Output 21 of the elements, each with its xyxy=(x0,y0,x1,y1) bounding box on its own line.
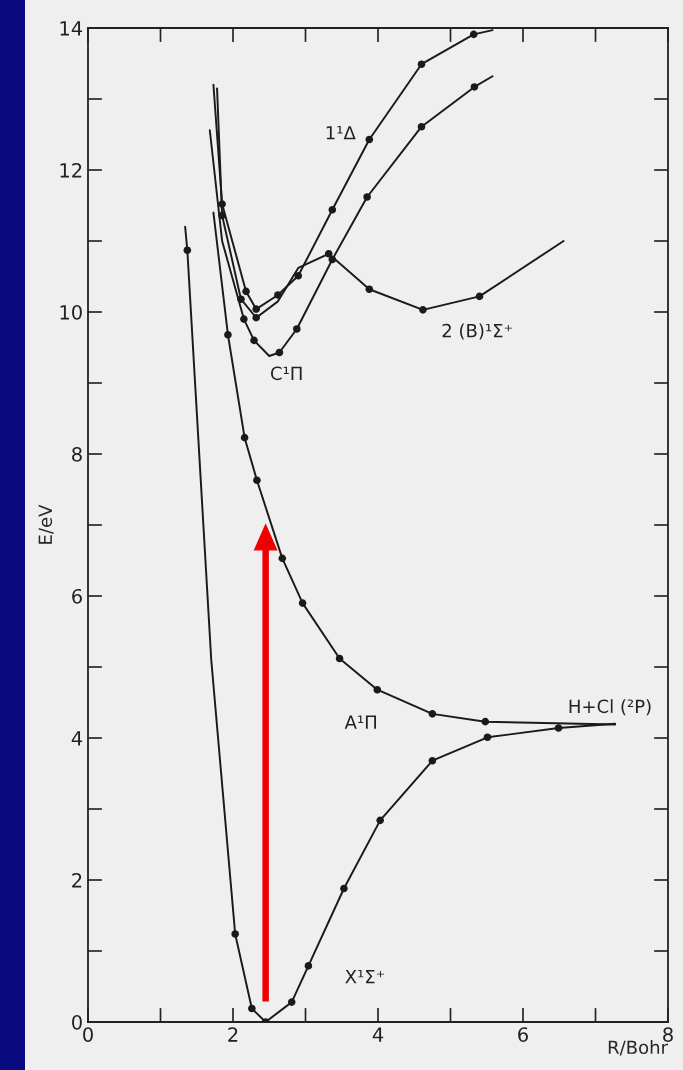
y-tick-label: 12 xyxy=(60,162,82,178)
y-tick-label: 8 xyxy=(72,446,82,462)
y-tick-label: 0 xyxy=(72,1014,82,1030)
annotation: A¹Π xyxy=(344,715,376,729)
y-tick-label: 14 xyxy=(60,21,83,36)
y-tick-label: 2 xyxy=(72,872,82,888)
x-axis-title: R/Bohr xyxy=(608,1040,668,1056)
y-tick-label: 4 xyxy=(71,731,83,746)
x-tick-label: 2 xyxy=(228,1027,238,1042)
annotation: 2 (B)¹Σ⁺ xyxy=(442,323,512,340)
annotation: 1¹Δ xyxy=(326,126,356,140)
x-tick-label: 4 xyxy=(372,1027,384,1042)
annotation: C¹Π xyxy=(270,366,302,381)
x-tick-label: 0 xyxy=(83,1027,93,1042)
x-tick-label: 6 xyxy=(518,1027,528,1042)
x-tick-label: 8 xyxy=(663,1027,673,1042)
annotation: X¹Σ⁺ xyxy=(345,970,385,984)
y-tick-label: 6 xyxy=(72,588,82,604)
y-tick-label: 10 xyxy=(60,304,82,320)
annotation: H+Cl (²P) xyxy=(569,699,651,716)
y-axis-title: E/eV xyxy=(38,504,54,544)
